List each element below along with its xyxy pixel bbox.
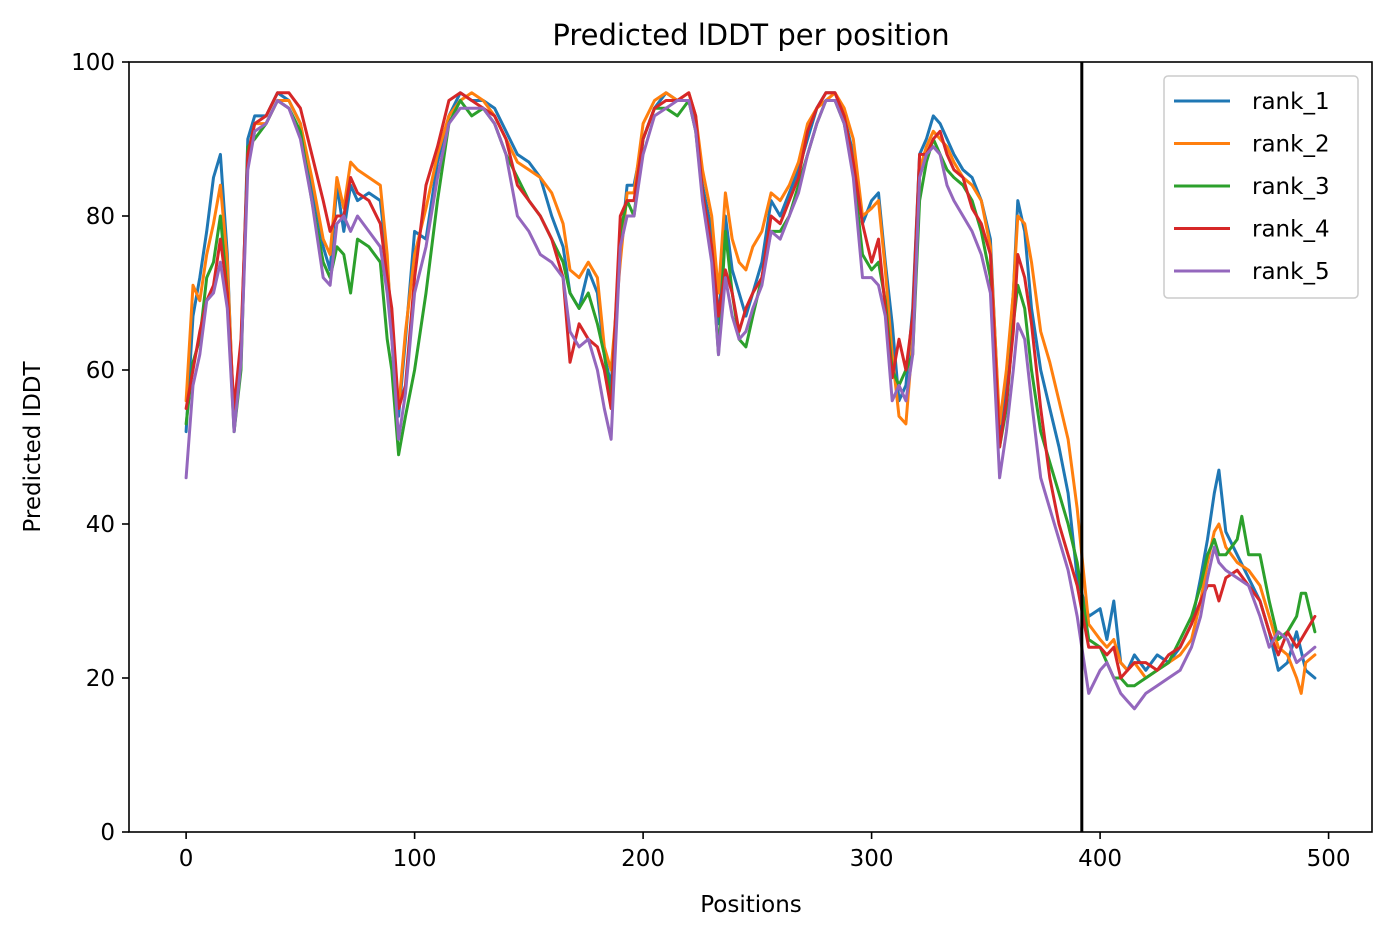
x-axis-label: Positions [700, 892, 802, 918]
legend-label-rank_5: rank_5 [1252, 259, 1330, 285]
x-tick-label: 100 [393, 846, 437, 872]
series-line-rank_5 [184, 99, 1317, 711]
x-tick-label: 0 [179, 846, 194, 872]
y-tick-label: 40 [86, 512, 115, 538]
y-tick-label: 0 [100, 820, 115, 846]
x-tick-label: 500 [1307, 846, 1351, 872]
legend-label-rank_4: rank_4 [1252, 217, 1330, 243]
x-tick-label: 200 [621, 846, 665, 872]
y-tick-label: 80 [86, 204, 115, 230]
legend-label-rank_1: rank_1 [1252, 89, 1330, 115]
plot-frame [128, 61, 1373, 833]
series-line-rank_2 [184, 91, 1317, 695]
y-axis-ticks: 0 20 40 60 80 100 [71, 50, 129, 846]
legend-label-rank_2: rank_2 [1252, 132, 1330, 158]
y-tick-label: 60 [86, 358, 115, 384]
chart-title: Predicted lDDT per position [552, 18, 949, 52]
x-tick-label: 300 [850, 846, 894, 872]
x-tick-label: 400 [1078, 846, 1122, 872]
series-line-rank_4 [184, 91, 1317, 680]
y-tick-label: 100 [71, 50, 115, 76]
series-layer [184, 91, 1317, 711]
legend: rank_1 rank_2 rank_3 rank_4 rank_5 [1163, 75, 1359, 299]
y-tick-label: 20 [86, 666, 115, 692]
x-axis-ticks: 0 100 200 300 400 500 [179, 832, 1351, 872]
y-axis-label: Predicted lDDT [20, 360, 46, 532]
legend-label-rank_3: rank_3 [1252, 174, 1330, 200]
plot-area [128, 61, 1373, 833]
legend-box [1163, 75, 1359, 299]
series-line-rank_1 [184, 91, 1317, 680]
